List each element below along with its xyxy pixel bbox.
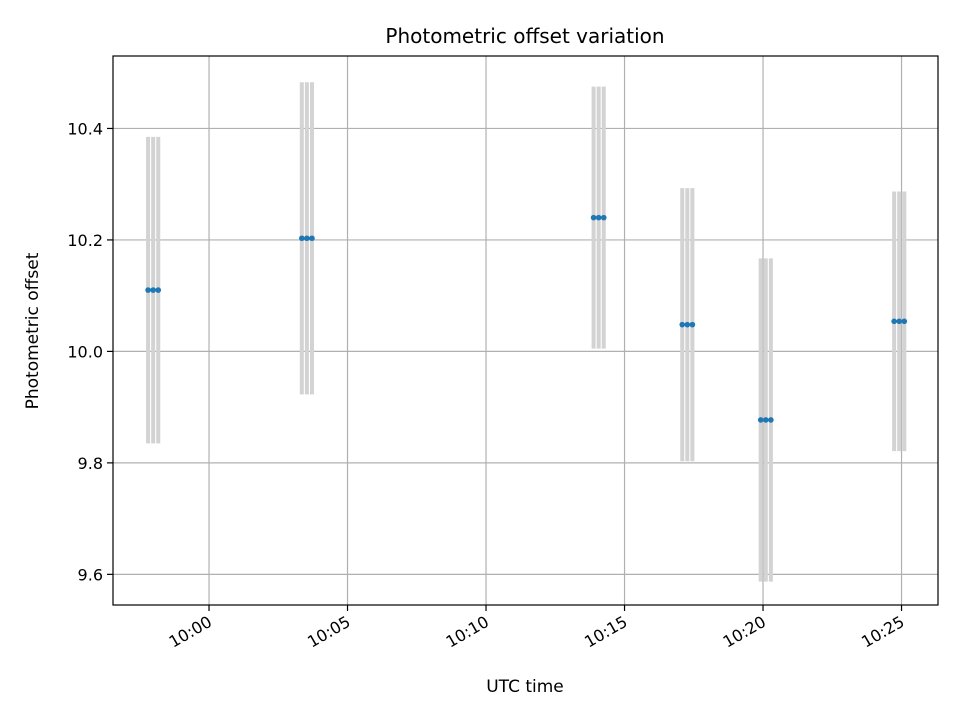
data-point	[590, 214, 597, 221]
data-point	[768, 417, 774, 423]
data-point	[689, 321, 696, 328]
data-point	[150, 287, 156, 293]
data-point	[762, 417, 769, 423]
chart-title: Photometric offset variation	[385, 24, 664, 48]
data-point	[595, 214, 602, 221]
data-point	[309, 235, 315, 242]
y-tick-label: 10.0	[67, 342, 103, 361]
data-point	[684, 321, 691, 328]
x-axis-label: UTC time	[486, 677, 564, 697]
y-tick-label: 10.4	[67, 119, 103, 138]
data-point	[299, 235, 305, 242]
data-point	[901, 318, 908, 325]
data-point	[679, 321, 686, 328]
y-tick-label: 9.6	[78, 565, 103, 584]
data-points	[145, 214, 908, 423]
y-tick-label: 9.8	[78, 454, 103, 473]
data-point	[304, 235, 310, 242]
y-axis-label: Photometric offset	[23, 252, 43, 409]
data-point	[896, 318, 903, 325]
data-point	[145, 287, 151, 293]
y-tick-label: 10.2	[67, 231, 103, 250]
data-point	[757, 417, 764, 423]
data-point	[155, 287, 162, 293]
grid	[113, 56, 938, 605]
data-point	[891, 318, 897, 325]
data-point	[600, 214, 607, 221]
plot-frame	[112, 55, 939, 606]
